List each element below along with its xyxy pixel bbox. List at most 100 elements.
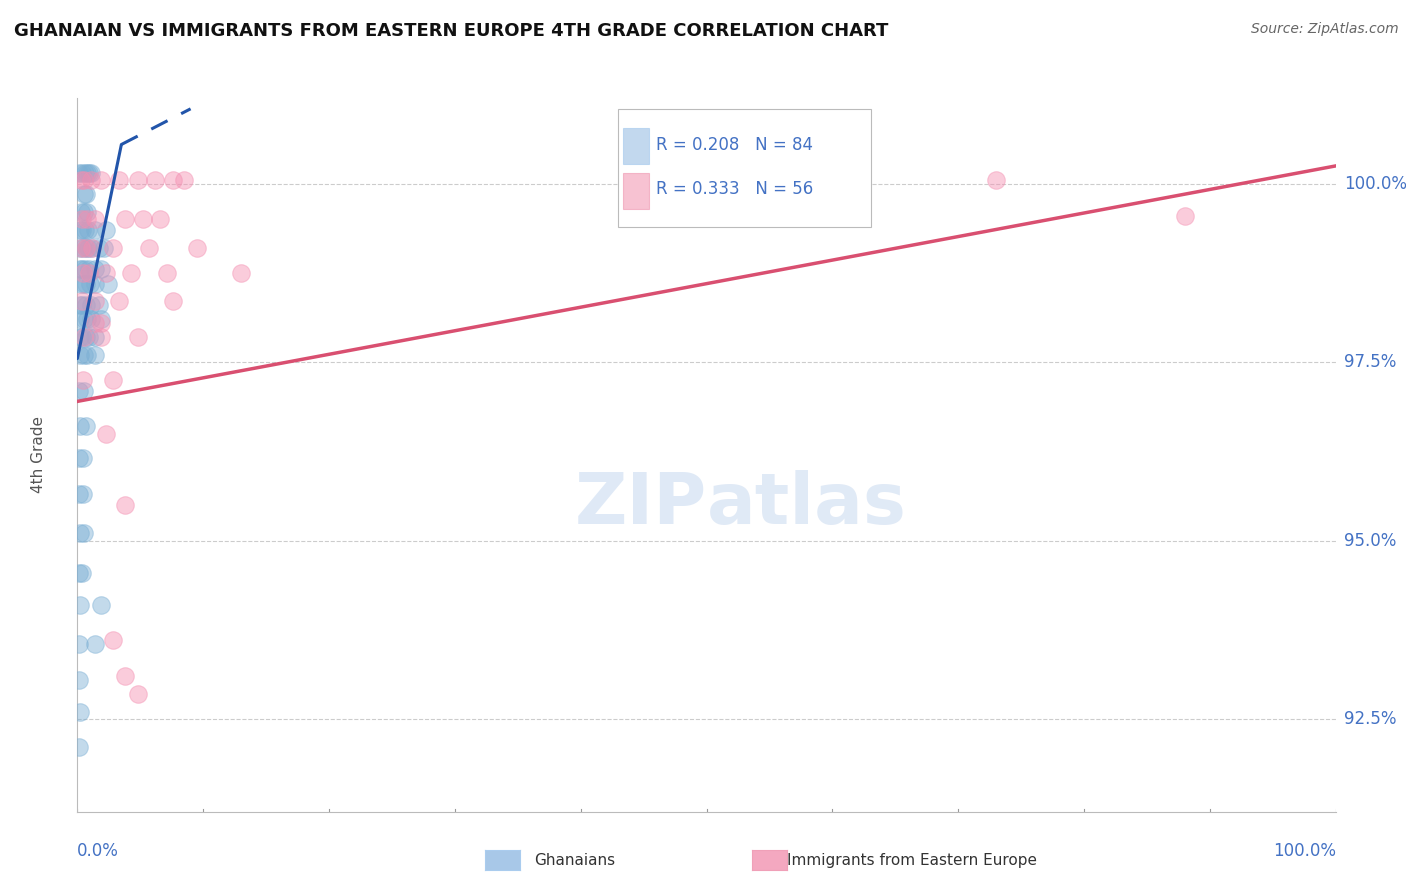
- Text: 97.5%: 97.5%: [1344, 353, 1396, 371]
- Point: [87, 241, 110, 255]
- Point: [84, 262, 107, 277]
- Point: [77, 241, 100, 255]
- Point: [80, 241, 103, 255]
- Point: [1174, 209, 1197, 223]
- Point: [76, 212, 98, 227]
- Point: [67, 384, 90, 398]
- Point: [80, 298, 103, 312]
- Text: R = 0.333   N = 56: R = 0.333 N = 56: [657, 180, 814, 198]
- FancyBboxPatch shape: [617, 109, 870, 227]
- Point: [75, 419, 97, 434]
- Point: [72, 262, 94, 277]
- Point: [72, 348, 94, 362]
- Point: [101, 241, 124, 255]
- Point: [70, 212, 93, 227]
- Point: [72, 487, 94, 501]
- Point: [72, 166, 94, 180]
- Text: Immigrants from Eastern Europe: Immigrants from Eastern Europe: [787, 854, 1038, 868]
- Point: [75, 330, 97, 344]
- Point: [821, 173, 844, 187]
- Point: [73, 384, 96, 398]
- Point: [70, 277, 93, 291]
- Bar: [623, 173, 648, 209]
- Point: [79, 173, 101, 187]
- Point: [70, 241, 93, 255]
- Point: [90, 330, 112, 344]
- Point: [76, 205, 98, 219]
- Text: atlas: atlas: [707, 470, 907, 540]
- Point: [186, 241, 208, 255]
- Point: [101, 373, 124, 387]
- Text: Source: ZipAtlas.com: Source: ZipAtlas.com: [1251, 22, 1399, 37]
- Point: [127, 173, 149, 187]
- Point: [75, 241, 97, 255]
- Point: [84, 348, 107, 362]
- Point: [229, 266, 252, 280]
- Point: [69, 598, 91, 612]
- Point: [76, 312, 98, 326]
- Point: [90, 316, 112, 330]
- Point: [96, 277, 118, 291]
- Point: [120, 266, 142, 280]
- Point: [84, 637, 107, 651]
- Point: [72, 187, 94, 202]
- Point: [90, 598, 112, 612]
- Point: [90, 173, 112, 187]
- Point: [108, 173, 131, 187]
- Point: [72, 223, 94, 237]
- Point: [72, 277, 94, 291]
- Point: [90, 312, 112, 326]
- Point: [84, 277, 107, 291]
- Point: [101, 633, 124, 648]
- Point: [162, 294, 184, 309]
- Point: [93, 241, 115, 255]
- Point: [138, 241, 160, 255]
- Point: [72, 451, 94, 466]
- Point: [72, 298, 94, 312]
- Text: 100.0%: 100.0%: [1344, 175, 1406, 193]
- Point: [67, 451, 90, 466]
- Point: [69, 262, 91, 277]
- Point: [84, 212, 107, 227]
- Point: [72, 241, 94, 255]
- Point: [73, 330, 96, 344]
- Point: [73, 173, 96, 187]
- Point: [84, 223, 107, 237]
- Point: [77, 166, 100, 180]
- Point: [73, 166, 96, 180]
- Point: [67, 637, 90, 651]
- Text: R = 0.208   N = 84: R = 0.208 N = 84: [657, 136, 813, 153]
- Point: [67, 166, 90, 180]
- Point: [76, 166, 98, 180]
- Point: [69, 312, 91, 326]
- Point: [114, 498, 136, 512]
- Point: [69, 419, 91, 434]
- Point: [75, 241, 97, 255]
- Point: [73, 526, 96, 541]
- Point: [77, 330, 100, 344]
- Point: [70, 566, 93, 580]
- Point: [79, 266, 101, 280]
- Point: [75, 277, 97, 291]
- Text: Ghanaians: Ghanaians: [534, 854, 616, 868]
- Point: [70, 173, 93, 187]
- Text: GHANAIAN VS IMMIGRANTS FROM EASTERN EUROPE 4TH GRADE CORRELATION CHART: GHANAIAN VS IMMIGRANTS FROM EASTERN EURO…: [14, 22, 889, 40]
- Point: [72, 330, 94, 344]
- Point: [84, 294, 107, 309]
- Point: [77, 262, 100, 277]
- Point: [127, 687, 149, 701]
- Point: [76, 348, 98, 362]
- Point: [84, 316, 107, 330]
- Point: [114, 212, 136, 227]
- Point: [72, 373, 94, 387]
- Point: [69, 298, 91, 312]
- Text: 0.0%: 0.0%: [77, 842, 120, 860]
- Point: [132, 212, 155, 227]
- Text: 92.5%: 92.5%: [1344, 710, 1396, 728]
- Point: [96, 266, 118, 280]
- Point: [156, 266, 179, 280]
- Text: 100.0%: 100.0%: [1272, 842, 1336, 860]
- Point: [79, 277, 101, 291]
- Text: 95.0%: 95.0%: [1344, 532, 1396, 549]
- Point: [984, 173, 1007, 187]
